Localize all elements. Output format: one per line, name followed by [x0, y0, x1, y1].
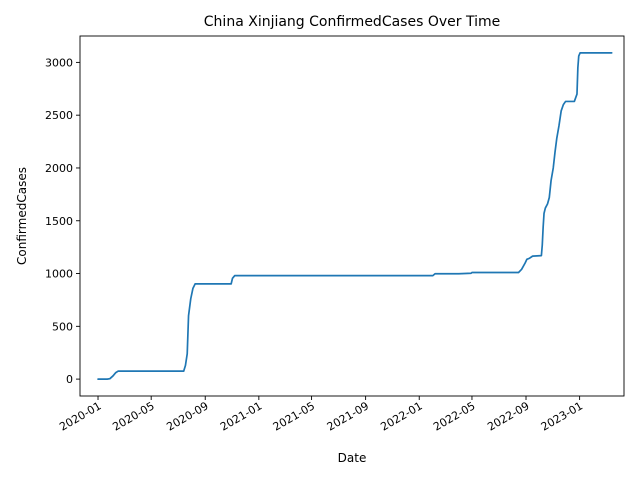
x-tick-label: 2020-01: [57, 399, 103, 433]
series-line: [97, 52, 613, 380]
x-tick-label: 2022-05: [431, 399, 477, 433]
x-tick-label: 2021-01: [218, 399, 264, 433]
y-tick-label: 1000: [45, 268, 73, 281]
x-tick-label: 2022-09: [485, 399, 531, 433]
axes-frame: [79, 35, 625, 397]
x-tick-label: 2020-05: [110, 399, 156, 433]
x-tick-label: 2021-05: [271, 399, 317, 433]
y-axis-label: ConfirmedCases: [15, 167, 29, 265]
x-tick-label: 2021-09: [325, 399, 371, 433]
x-tick-label: 2022-01: [378, 399, 424, 433]
x-tick-label: 2023-01: [539, 399, 585, 433]
x-tick-label: 2020-09: [164, 399, 210, 433]
plot-area: [97, 52, 613, 380]
y-tick-label: 0: [66, 373, 73, 386]
y-tick-label: 2000: [45, 162, 73, 175]
y-tick-label: 3000: [45, 56, 73, 69]
y-tick-label: 1500: [45, 215, 73, 228]
x-axis-label: Date: [338, 451, 367, 465]
x-axis: 2020-01 2020-05 2020-09 2021-01 2021-05 2021-…: [57, 396, 585, 434]
y-axis: 0 500 1000 1500 2000 2500 3000: [45, 56, 80, 386]
y-tick-label: 2500: [45, 109, 73, 122]
y-tick-label: 500: [52, 320, 73, 333]
chart-title: China Xinjiang ConfirmedCases Over Time: [204, 14, 500, 30]
